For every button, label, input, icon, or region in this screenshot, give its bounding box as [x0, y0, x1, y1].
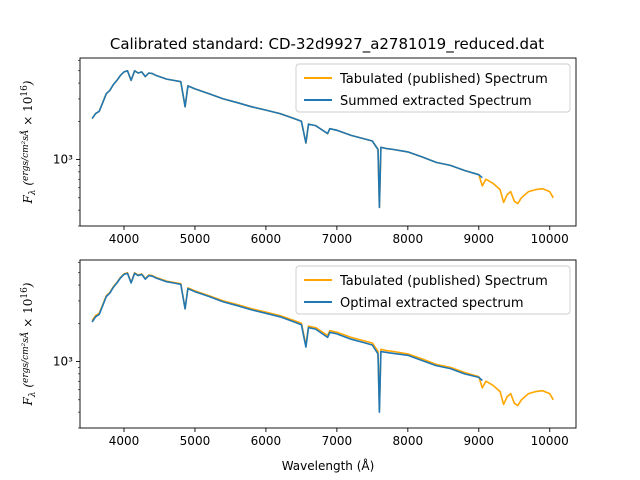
x-tick-label: 9000 — [464, 232, 495, 246]
axes-frame — [79, 259, 577, 429]
y-tick-label: 10³ — [53, 153, 73, 167]
y-axis-label-part: ergs — [21, 161, 31, 181]
x-tick-label: 5000 — [180, 232, 211, 246]
legend-box — [295, 265, 571, 315]
x-tick-label: 5000 — [180, 434, 211, 448]
legend-label: Optimal extracted spectrum — [340, 296, 524, 311]
figure-title: Calibrated standard: CD-32d9927_a2781019… — [110, 35, 544, 54]
y-axis-label: Fλ (ergs/cm²sÅ × 1016) — [19, 282, 38, 406]
y-axis-label-part: ( — [21, 181, 35, 190]
bottom-panel: 4000 5000 6000 7000 8000 9000 10000 10³ Fλ (ergs… — [19, 259, 577, 473]
x-tick-label: 10000 — [531, 434, 569, 448]
series-line-extracted — [91, 272, 483, 413]
y-axis-label-part: / — [21, 359, 31, 364]
y-axis-label-part: ergs — [21, 363, 31, 383]
y-axis-label-part: cm²sÅ — [19, 332, 31, 360]
y-axis-label-part: ) — [21, 80, 35, 86]
legend-label: Tabulated (published) Spectrum — [339, 274, 548, 289]
y-axis-label-part: × 10 — [21, 299, 35, 332]
x-tick-label: 6000 — [251, 434, 282, 448]
y-axis-label-part: ( — [21, 383, 35, 392]
x-tick-label: 8000 — [393, 434, 424, 448]
y-axis-label-part: λ — [28, 391, 38, 398]
x-tick-label: 9000 — [464, 434, 495, 448]
x-tick-label: 10000 — [531, 232, 569, 246]
x-tick-label: 6000 — [251, 232, 282, 246]
y-axis-label-part: 16 — [20, 85, 30, 97]
y-axis-label-part: ) — [21, 282, 35, 288]
y-axis-label-part: 16 — [20, 287, 30, 299]
y-axis-label: Fλ (ergs/cm²sÅ × 1016) — [19, 80, 38, 204]
y-axis-label-part: / — [21, 157, 31, 162]
x-tick-label: 7000 — [322, 232, 353, 246]
y-axis-label-part: λ — [28, 189, 38, 196]
y-axis-label-part: F — [21, 397, 35, 407]
legend-label: Summed extracted Spectrum — [340, 94, 532, 109]
x-tick-label: 8000 — [393, 232, 424, 246]
legend-box — [295, 63, 571, 113]
legend-label: Tabulated (published) Spectrum — [339, 72, 548, 87]
axes-frame — [79, 57, 577, 227]
x-axis-label: Wavelength (Å) — [282, 458, 375, 473]
top-panel: 4000 5000 6000 7000 8000 9000 10000 10³ Fλ (ergs… — [19, 57, 577, 246]
y-tick-label: 10³ — [53, 355, 73, 369]
series-line-extracted — [91, 70, 483, 209]
y-axis-label-part: F — [21, 195, 35, 205]
x-tick-label: 4000 — [109, 434, 140, 448]
x-tick-label: 7000 — [322, 434, 353, 448]
y-axis-label-part: × 10 — [21, 97, 35, 130]
x-tick-label: 4000 — [109, 232, 140, 246]
y-axis-label-part: cm²sÅ — [19, 130, 31, 158]
